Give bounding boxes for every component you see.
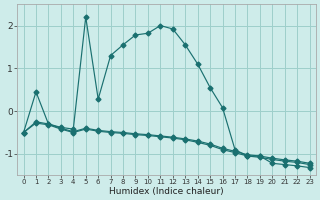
X-axis label: Humidex (Indice chaleur): Humidex (Indice chaleur) [109,187,224,196]
